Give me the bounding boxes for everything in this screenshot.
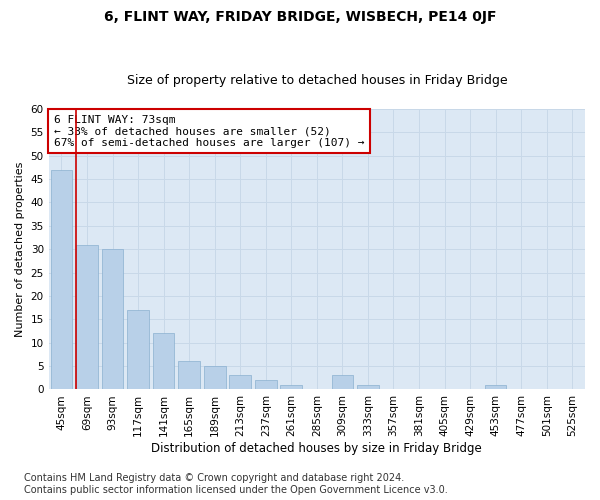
Bar [280, 385, 302, 390]
Bar [485, 385, 506, 390]
Bar [357, 385, 379, 390]
Bar [255, 380, 277, 390]
Bar [101, 249, 124, 390]
Bar [332, 376, 353, 390]
Bar [204, 366, 226, 390]
X-axis label: Distribution of detached houses by size in Friday Bridge: Distribution of detached houses by size … [151, 442, 482, 455]
Bar [229, 376, 251, 390]
Bar [127, 310, 149, 390]
Y-axis label: Number of detached properties: Number of detached properties [15, 162, 25, 337]
Text: Contains HM Land Registry data © Crown copyright and database right 2024.
Contai: Contains HM Land Registry data © Crown c… [24, 474, 448, 495]
Bar [178, 362, 200, 390]
Title: Size of property relative to detached houses in Friday Bridge: Size of property relative to detached ho… [127, 74, 507, 87]
Bar [76, 244, 98, 390]
Bar [50, 170, 72, 390]
Text: 6, FLINT WAY, FRIDAY BRIDGE, WISBECH, PE14 0JF: 6, FLINT WAY, FRIDAY BRIDGE, WISBECH, PE… [104, 10, 496, 24]
Bar [153, 334, 175, 390]
Text: 6 FLINT WAY: 73sqm
← 33% of detached houses are smaller (52)
67% of semi-detache: 6 FLINT WAY: 73sqm ← 33% of detached hou… [54, 114, 365, 148]
